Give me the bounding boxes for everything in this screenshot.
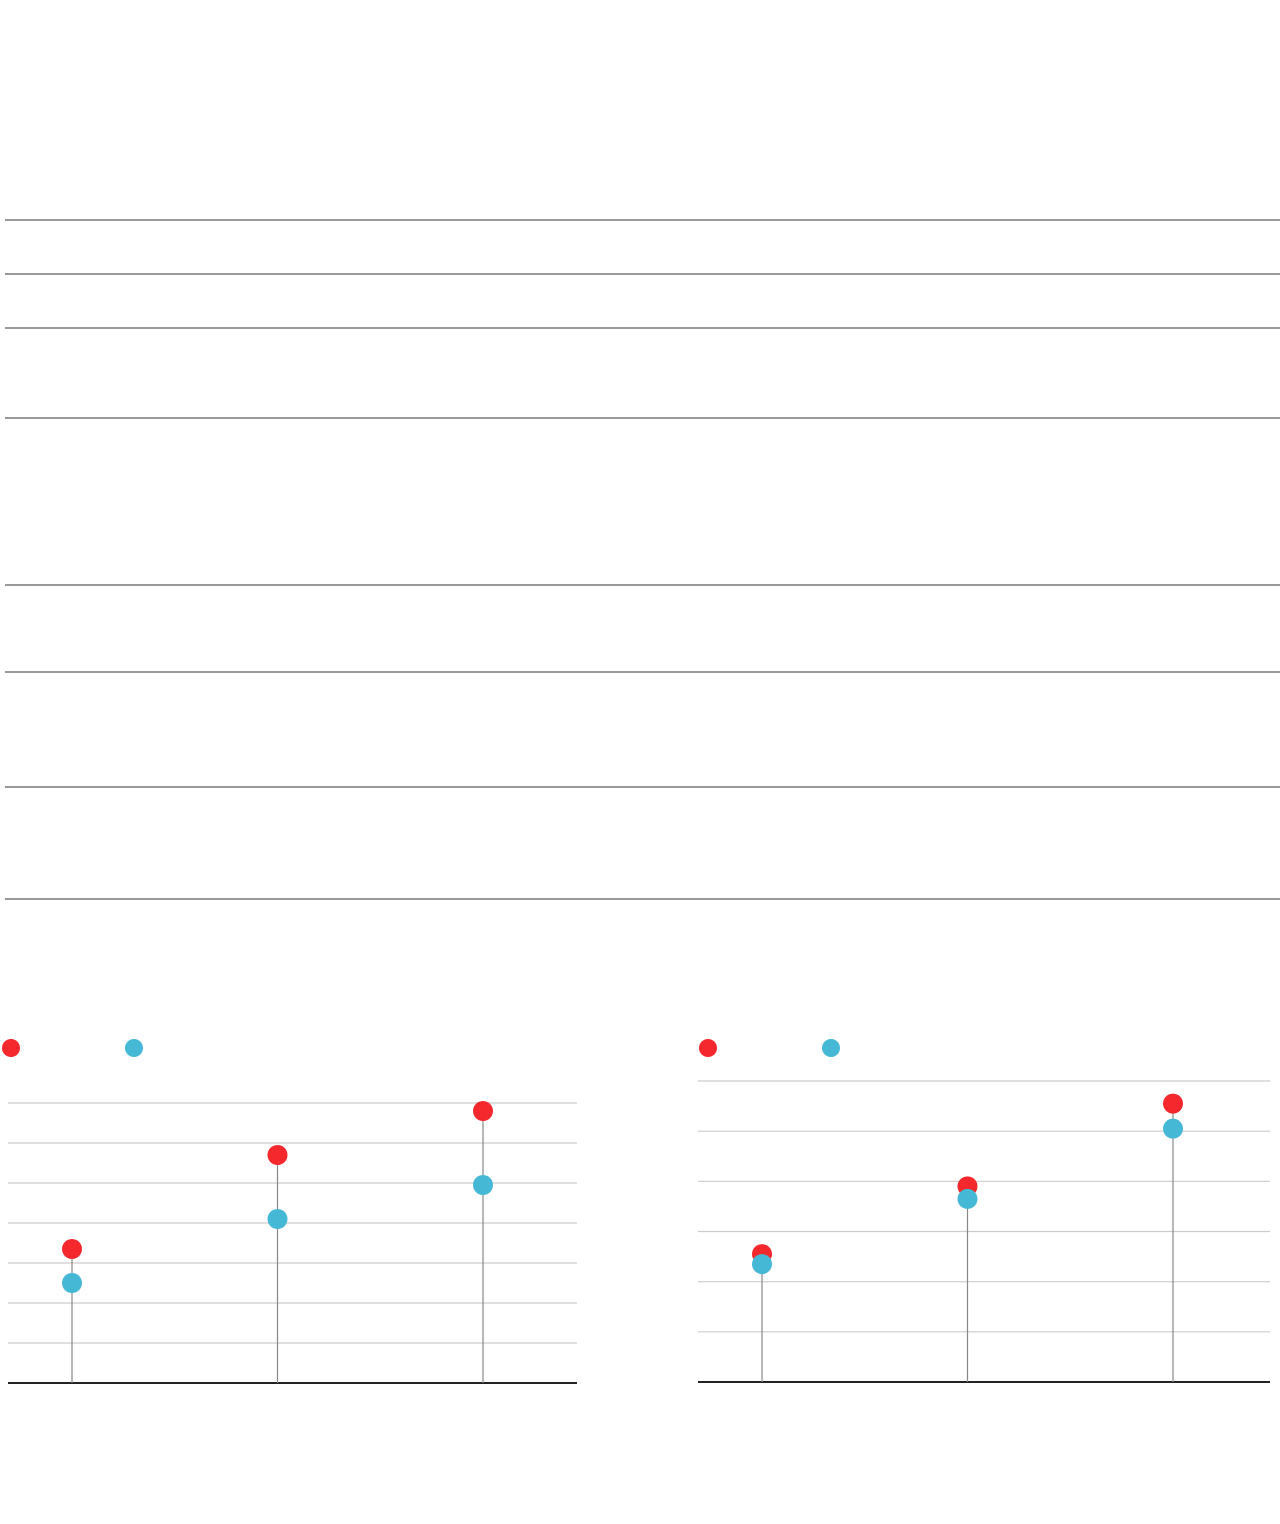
dot xyxy=(267,1209,288,1229)
legend-marker xyxy=(2,1039,20,1057)
dot xyxy=(1163,1093,1183,1114)
legend-marker xyxy=(699,1039,717,1057)
dot xyxy=(1163,1118,1183,1139)
dot xyxy=(62,1239,82,1259)
dot xyxy=(473,1175,493,1195)
dot xyxy=(473,1101,493,1121)
dot xyxy=(267,1145,288,1165)
legend-marker xyxy=(822,1039,840,1057)
dot xyxy=(752,1254,772,1275)
table xyxy=(5,219,1280,900)
legend-marker xyxy=(125,1039,143,1057)
dot xyxy=(957,1188,978,1209)
dot xyxy=(62,1273,82,1293)
